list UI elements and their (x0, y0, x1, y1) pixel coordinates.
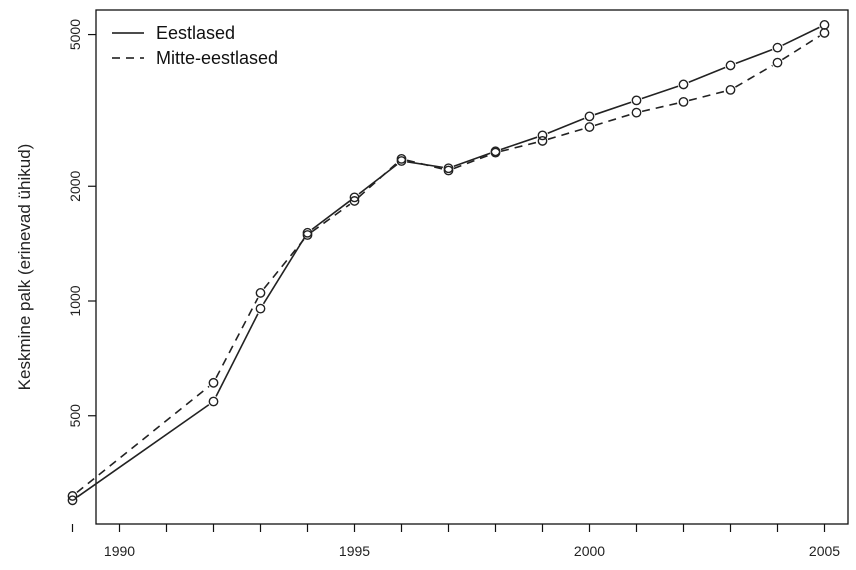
line-segment-mitte-eestlased (594, 113, 632, 127)
series-mitte-eestlased (67, 28, 830, 501)
point-eestlased-2004 (772, 42, 783, 53)
x-tick-label-1995: 1995 (339, 543, 370, 559)
point-eestlased-2001 (631, 95, 642, 106)
line-segment-mitte-eestlased (641, 102, 679, 113)
line-segment-eestlased (641, 85, 679, 100)
line-segment-mitte-eestlased (358, 162, 398, 198)
y-axis: 500 1000 2000 5000 (67, 19, 96, 428)
line-segment-mitte-eestlased (215, 297, 259, 379)
line-segment-mitte-eestlased (500, 141, 538, 153)
line-segment-mitte-eestlased (688, 90, 726, 102)
x-axis: 1990 1995 2000 2005 (71, 524, 840, 559)
point-mitte-eestlased-1993 (255, 288, 266, 298)
line-segment-eestlased (735, 48, 773, 65)
point-mitte-eestlased-2001 (631, 107, 642, 118)
line-segment-eestlased (76, 404, 210, 498)
point-mitte-eestlased-2005 (819, 28, 830, 38)
y-tick-label-2000: 2000 (67, 170, 83, 201)
point-eestlased-2005 (819, 20, 830, 30)
line-segment-mitte-eestlased (735, 64, 773, 88)
line-segment-eestlased (688, 66, 726, 84)
point-mitte-eestlased-1989 (67, 491, 78, 501)
plot-frame (95, 9, 849, 525)
point-mitte-eestlased-2004 (772, 57, 783, 68)
point-mitte-eestlased-1997 (443, 165, 454, 176)
point-eestlased-2000 (584, 111, 595, 122)
y-tick-label-5000: 5000 (67, 19, 83, 50)
line-segment-eestlased (215, 313, 259, 397)
series-eestlased (67, 20, 830, 506)
legend-label-mitte-eestlased: Mitte-eestlased (156, 48, 278, 68)
point-mitte-eestlased-2000 (584, 122, 595, 132)
point-eestlased-1993 (255, 303, 266, 314)
line-segment-mitte-eestlased (547, 127, 585, 141)
line-segment-eestlased (594, 101, 632, 116)
x-tick-label-2000: 2000 (574, 543, 605, 559)
line-segment-mitte-eestlased (781, 35, 821, 61)
line-segment-mitte-eestlased (263, 238, 305, 290)
point-mitte-eestlased-1996 (396, 153, 407, 164)
point-mitte-eestlased-2003 (725, 84, 736, 95)
line-segment-mitte-eestlased (311, 203, 351, 233)
x-tick-label-1990: 1990 (104, 543, 135, 559)
line-segment-mitte-eestlased (76, 385, 210, 494)
x-tick-label-2005: 2005 (809, 543, 840, 559)
y-axis-title: Keskmine palk (erinevad ühikud) (15, 144, 34, 391)
point-eestlased-1989 (67, 495, 78, 506)
y-tick-label-500: 500 (67, 404, 83, 428)
legend: Eestlased Mitte-eestlased (112, 23, 278, 68)
line-segment-eestlased (500, 136, 538, 151)
line-segment-eestlased (311, 200, 351, 230)
line-segment-eestlased (453, 152, 491, 168)
point-eestlased-1999 (537, 130, 548, 141)
legend-label-eestlased: Eestlased (156, 23, 235, 43)
line-segment-mitte-eestlased (406, 159, 444, 170)
series-layer (67, 20, 830, 506)
line-segment-eestlased (782, 26, 820, 46)
point-mitte-eestlased-1999 (537, 136, 548, 146)
point-mitte-eestlased-1998 (490, 147, 501, 158)
point-mitte-eestlased-2002 (678, 96, 689, 107)
point-mitte-eestlased-1992 (208, 377, 219, 388)
point-eestlased-1992 (208, 396, 219, 407)
point-eestlased-2002 (678, 79, 689, 90)
point-eestlased-2003 (725, 60, 736, 71)
y-tick-label-1000: 1000 (67, 285, 83, 316)
line-segment-eestlased (262, 237, 306, 305)
point-eestlased-1995 (349, 192, 360, 203)
point-mitte-eestlased-1994 (302, 230, 313, 240)
point-mitte-eestlased-1995 (349, 196, 360, 206)
line-segment-eestlased (547, 117, 585, 134)
line-segment-mitte-eestlased (453, 153, 491, 170)
